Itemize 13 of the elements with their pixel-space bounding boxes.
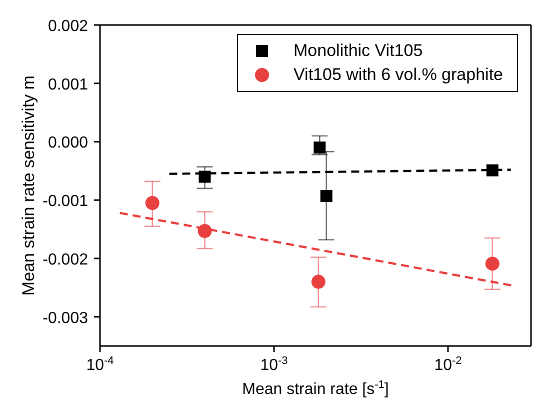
y-axis-title: Mean strain rate sensitivity m xyxy=(19,75,38,296)
y-tick-label: -0.002 xyxy=(42,251,88,268)
x-tick-label: 10$^{-2}$ xyxy=(434,355,462,374)
y-tick-label: -0.003 xyxy=(42,310,88,327)
y-tick-label: 0.000 xyxy=(48,134,88,152)
y-tick-label: -0.001 xyxy=(42,193,88,210)
x-tick-label: 10$^{-4}$ xyxy=(86,355,114,374)
x-tick-label: 10$^{-3}$ xyxy=(260,355,288,374)
y-tick-label: 0.002 xyxy=(48,18,88,35)
legend-label: Vit105 with 6 vol.% graphite xyxy=(294,64,503,86)
x-axis-title: Mean strain rate [s$^{-1}$] xyxy=(242,379,389,398)
y-tick-label: 0.001 xyxy=(48,76,88,94)
legend-label: Monolithic Vit105 xyxy=(294,40,423,62)
